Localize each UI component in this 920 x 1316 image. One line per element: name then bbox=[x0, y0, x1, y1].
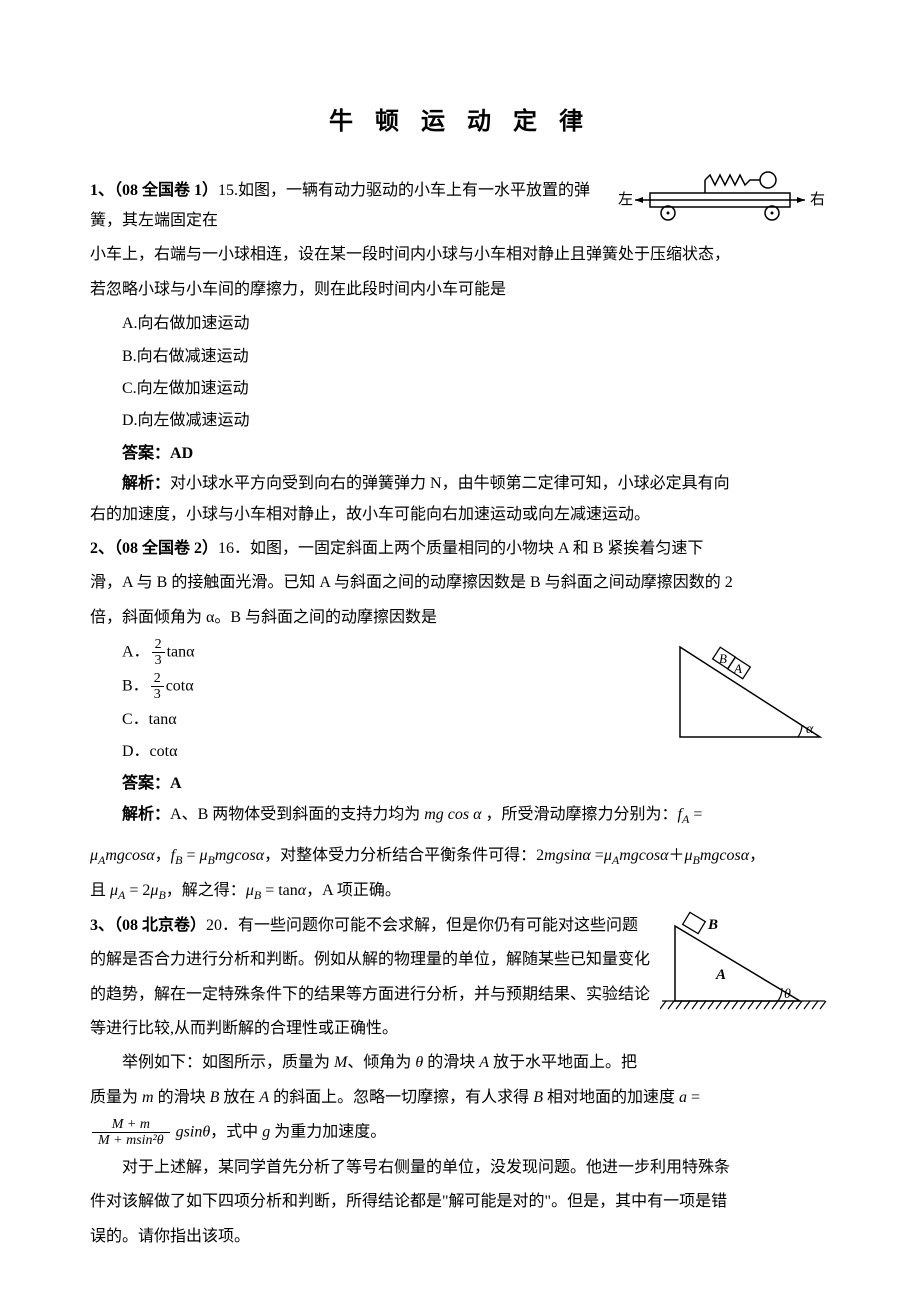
q2-an1b: mg cos α bbox=[424, 806, 481, 823]
q3-stem1: 有一些问题你可能不会求解，但是你仍有可能对这些问题 bbox=[238, 917, 638, 934]
q3-frac: M + m M + msin²θ bbox=[92, 1117, 170, 1149]
q1-analysis1: 解析：对小球水平方向受到向右的弹簧弹力 N，由牛顿第二定律可知，小球必定具有向 bbox=[90, 469, 830, 499]
q1-optB: B.向右做减速运动 bbox=[90, 342, 830, 372]
q2-answer: 答案：A bbox=[90, 769, 830, 799]
q3-para2c: M + m M + msin²θ gsinθ，式中 g 为重力加速度。 bbox=[90, 1117, 830, 1149]
q3-para2b: 质量为 m 的滑块 B 放在 A 的斜面上。忽略一切摩擦，有人求得 B 相对地面… bbox=[90, 1083, 830, 1113]
q1-line3: 若忽略小球与小车间的摩擦力，则在此段时间内小车可能是 bbox=[90, 275, 830, 305]
q2-qno: 16． bbox=[218, 540, 250, 557]
q1-src: （08 全国卷 1） bbox=[114, 182, 218, 199]
q3-num: 3、 bbox=[90, 917, 114, 934]
page-title: 牛 顿 运 动 定 律 bbox=[90, 100, 830, 146]
q1-answer-label: 答案： bbox=[122, 445, 170, 462]
q2-analysis-label: 解析： bbox=[122, 806, 170, 823]
q1-analysis2: 右的加速度，小球与小车相对静止，故小车可能向右加速运动或向左减速运动。 bbox=[90, 500, 830, 530]
q2-optB-post: cotα bbox=[166, 677, 194, 694]
q2-line3: 倍，斜面倾角为 α。B 与斜面之间的动摩擦因数是 bbox=[90, 603, 830, 633]
q2-analysis2: μAmgcosα，fB = μBmgcosα，对整体受力分析结合平衡条件可得：2… bbox=[90, 841, 830, 872]
svg-text:A: A bbox=[733, 661, 742, 676]
q1-line1: 1、（08 全国卷 1）15.如图，一辆有动力驱动的小车上有一水平放置的弹簧，其… bbox=[90, 176, 830, 237]
q3-line4: 等进行比较,从而判断解的合理性或正确性。 bbox=[90, 1014, 830, 1044]
q2-line2: 滑，A 与 B 的接触面光滑。已知 A 与斜面之间的动摩擦因数是 B 与斜面之间… bbox=[90, 568, 830, 598]
q2-answer-val: A bbox=[170, 775, 182, 792]
svg-text:α: α bbox=[806, 722, 814, 737]
q2-an1a: A、B 两物体受到斜面的支持力均为 bbox=[170, 806, 424, 823]
q2-an1c: ，所受滑动摩擦力分别为： bbox=[482, 806, 678, 823]
q3-para3c: 误的。请你指出该项。 bbox=[90, 1222, 830, 1252]
q3-line1: 3、（08 北京卷）20．有一些问题你可能不会求解，但是你仍有可能对这些问题 bbox=[90, 911, 830, 941]
q2-analysis3: 且 μA = 2μB，解之得：μB = tanα，A 项正确。 bbox=[90, 876, 830, 907]
q1-optA: A.向右做加速运动 bbox=[90, 309, 830, 339]
q1-analysis-label: 解析： bbox=[122, 475, 170, 492]
q2-analysis1: 解析：A、B 两物体受到斜面的支持力均为 mg cos α ，所受滑动摩擦力分别… bbox=[90, 800, 830, 831]
q1-answer: 答案：AD bbox=[90, 439, 830, 469]
q3-qno: 20． bbox=[206, 917, 238, 934]
q1-analysis1-text: 对小球水平方向受到向右的弹簧弹力 N，由牛顿第二定律可知，小球必定具有向 bbox=[170, 475, 730, 492]
q3-src: （08 北京卷） bbox=[114, 917, 206, 934]
q2-an1e: = bbox=[689, 806, 702, 823]
q2-optA-frac: 23 bbox=[152, 637, 165, 669]
q1-qno: 15. bbox=[218, 182, 238, 199]
q3-para3a: 对于上述解，某同学首先分析了等号右侧量的单位，没发现问题。他进一步利用特殊条 bbox=[90, 1153, 830, 1183]
q2-stem1: 如图，一固定斜面上两个质量相同的小物块 A 和 B 紧挨着匀速下 bbox=[250, 540, 703, 557]
q2-num: 2、 bbox=[90, 540, 114, 557]
q1-answer-val: AD bbox=[170, 445, 193, 462]
svg-text:B: B bbox=[719, 651, 727, 666]
q1-num: 1、 bbox=[90, 182, 114, 199]
q3-para2a: 举例如下：如图所示，质量为 M、倾角为 θ 的滑块 A 放于水平地面上。把 bbox=[90, 1048, 830, 1078]
q1-line2: 小车上，右端与一小球相连，设在某一段时间内小球与小车相对静止且弹簧处于压缩状态， bbox=[90, 240, 830, 270]
q3-line2: 的解是否合力进行分析和判断。例如从解的物理量的单位，解随某些已知量变化 bbox=[90, 945, 830, 975]
figure-q2: α B A bbox=[670, 637, 830, 747]
q2-optB-frac: 23 bbox=[151, 671, 164, 703]
q3-line3: 的趋势，解在一定特殊条件下的结果等方面进行分析，并与预期结果、实验结论 bbox=[90, 980, 830, 1010]
q2-optA-pre: A． bbox=[122, 644, 150, 661]
q2-optB-pre: B． bbox=[122, 677, 149, 694]
q2-answer-label: 答案： bbox=[122, 775, 170, 792]
q2-optA-post: tanα bbox=[167, 644, 195, 661]
q2-src: （08 全国卷 2） bbox=[114, 540, 218, 557]
q3-para3b: 件对该解做了如下四项分析和判断，所得结论都是"解可能是对的"。但是，其中有一项是… bbox=[90, 1187, 830, 1217]
q1-optC: C.向左做加速运动 bbox=[90, 374, 830, 404]
q1-optD: D.向左做减速运动 bbox=[90, 406, 830, 436]
q2-line1: 2、（08 全国卷 2）16．如图，一固定斜面上两个质量相同的小物块 A 和 B… bbox=[90, 534, 830, 564]
